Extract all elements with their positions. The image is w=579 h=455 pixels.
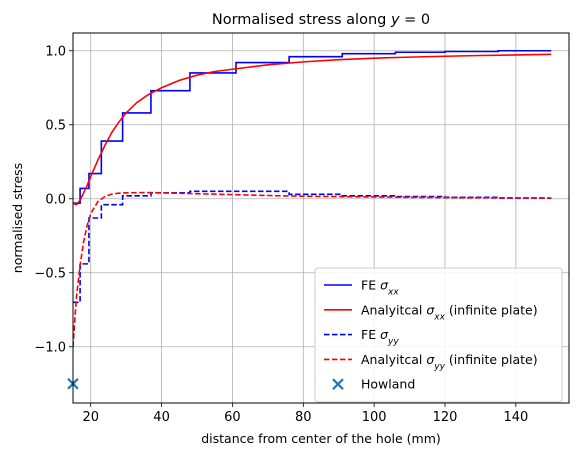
x-tick-label: 40 [153, 410, 170, 425]
x-tick-label: 100 [362, 410, 387, 425]
ticks: 20 40 60 80 100 120 140 −1.0 −0.5 0.0 0.5 1.0 [34, 44, 528, 425]
series-line-fe_syy [73, 190, 552, 304]
legend-label: Howland [361, 377, 415, 392]
text-part: (infinite plate) [445, 352, 538, 367]
text-part: yy [433, 362, 445, 372]
y-tick-label: −0.5 [34, 266, 66, 281]
x-tick-label: 80 [295, 410, 312, 425]
text-part: σ [426, 352, 435, 367]
legend-label: FE σyy [361, 327, 399, 347]
x-tick-label: 60 [224, 410, 241, 425]
y-tick-label: 1.0 [45, 44, 66, 59]
series-line-fe_sxx [73, 49, 552, 204]
legend-entry-fe_sxx: FE σxx [324, 278, 399, 298]
text-part: xx [387, 288, 399, 298]
text-part: xx [433, 312, 445, 322]
legend-label: Analyitcal σxx (infinite plate) [361, 302, 538, 322]
legend-label: FE σxx [361, 278, 399, 298]
legend-entry-an_sxx: Analyitcal σxx (infinite plate) [324, 302, 538, 322]
chart-title: Normalised stress along y = 0 [212, 12, 430, 28]
series-line-an_sxx [73, 53, 552, 206]
text-part: FE [361, 327, 380, 342]
text-part: yy [387, 337, 399, 347]
x-tick-label: 20 [82, 410, 99, 425]
text-part: σ [380, 278, 389, 293]
text-part: y [390, 12, 400, 28]
series-line-an_syy [73, 191, 552, 347]
x-axis-title: distance from center of the hole (mm) [201, 431, 441, 446]
legend-label: Analyitcal σyy (infinite plate) [361, 352, 538, 372]
legend-entry-howland: Howland [332, 377, 415, 392]
text-part: Howland [361, 377, 415, 392]
x-tick-label: 120 [433, 410, 458, 425]
text-part: σ [426, 302, 435, 317]
legend-swatch [332, 378, 344, 390]
y-tick-label: 0.5 [45, 118, 66, 133]
y-tick-label: −1.0 [34, 340, 66, 355]
y-axis-title: normalised stress [10, 163, 25, 273]
text-part: Normalised stress along [212, 12, 391, 28]
text-part: FE [361, 278, 380, 293]
text-part: (infinite plate) [445, 302, 538, 317]
legend-entry-an_syy: Analyitcal σyy (infinite plate) [324, 352, 538, 372]
text-part: = 0 [400, 12, 431, 28]
grid [73, 33, 569, 403]
legend-box [314, 267, 563, 403]
text-part: σ [380, 327, 389, 342]
plot-frame [72, 32, 570, 404]
text-part: Analyitcal [361, 302, 426, 317]
y-tick-label: 0.0 [45, 192, 66, 207]
legend-entry-fe_syy: FE σyy [324, 327, 399, 347]
x-tick-label: 140 [503, 410, 528, 425]
text-part: Analyitcal [361, 352, 426, 367]
